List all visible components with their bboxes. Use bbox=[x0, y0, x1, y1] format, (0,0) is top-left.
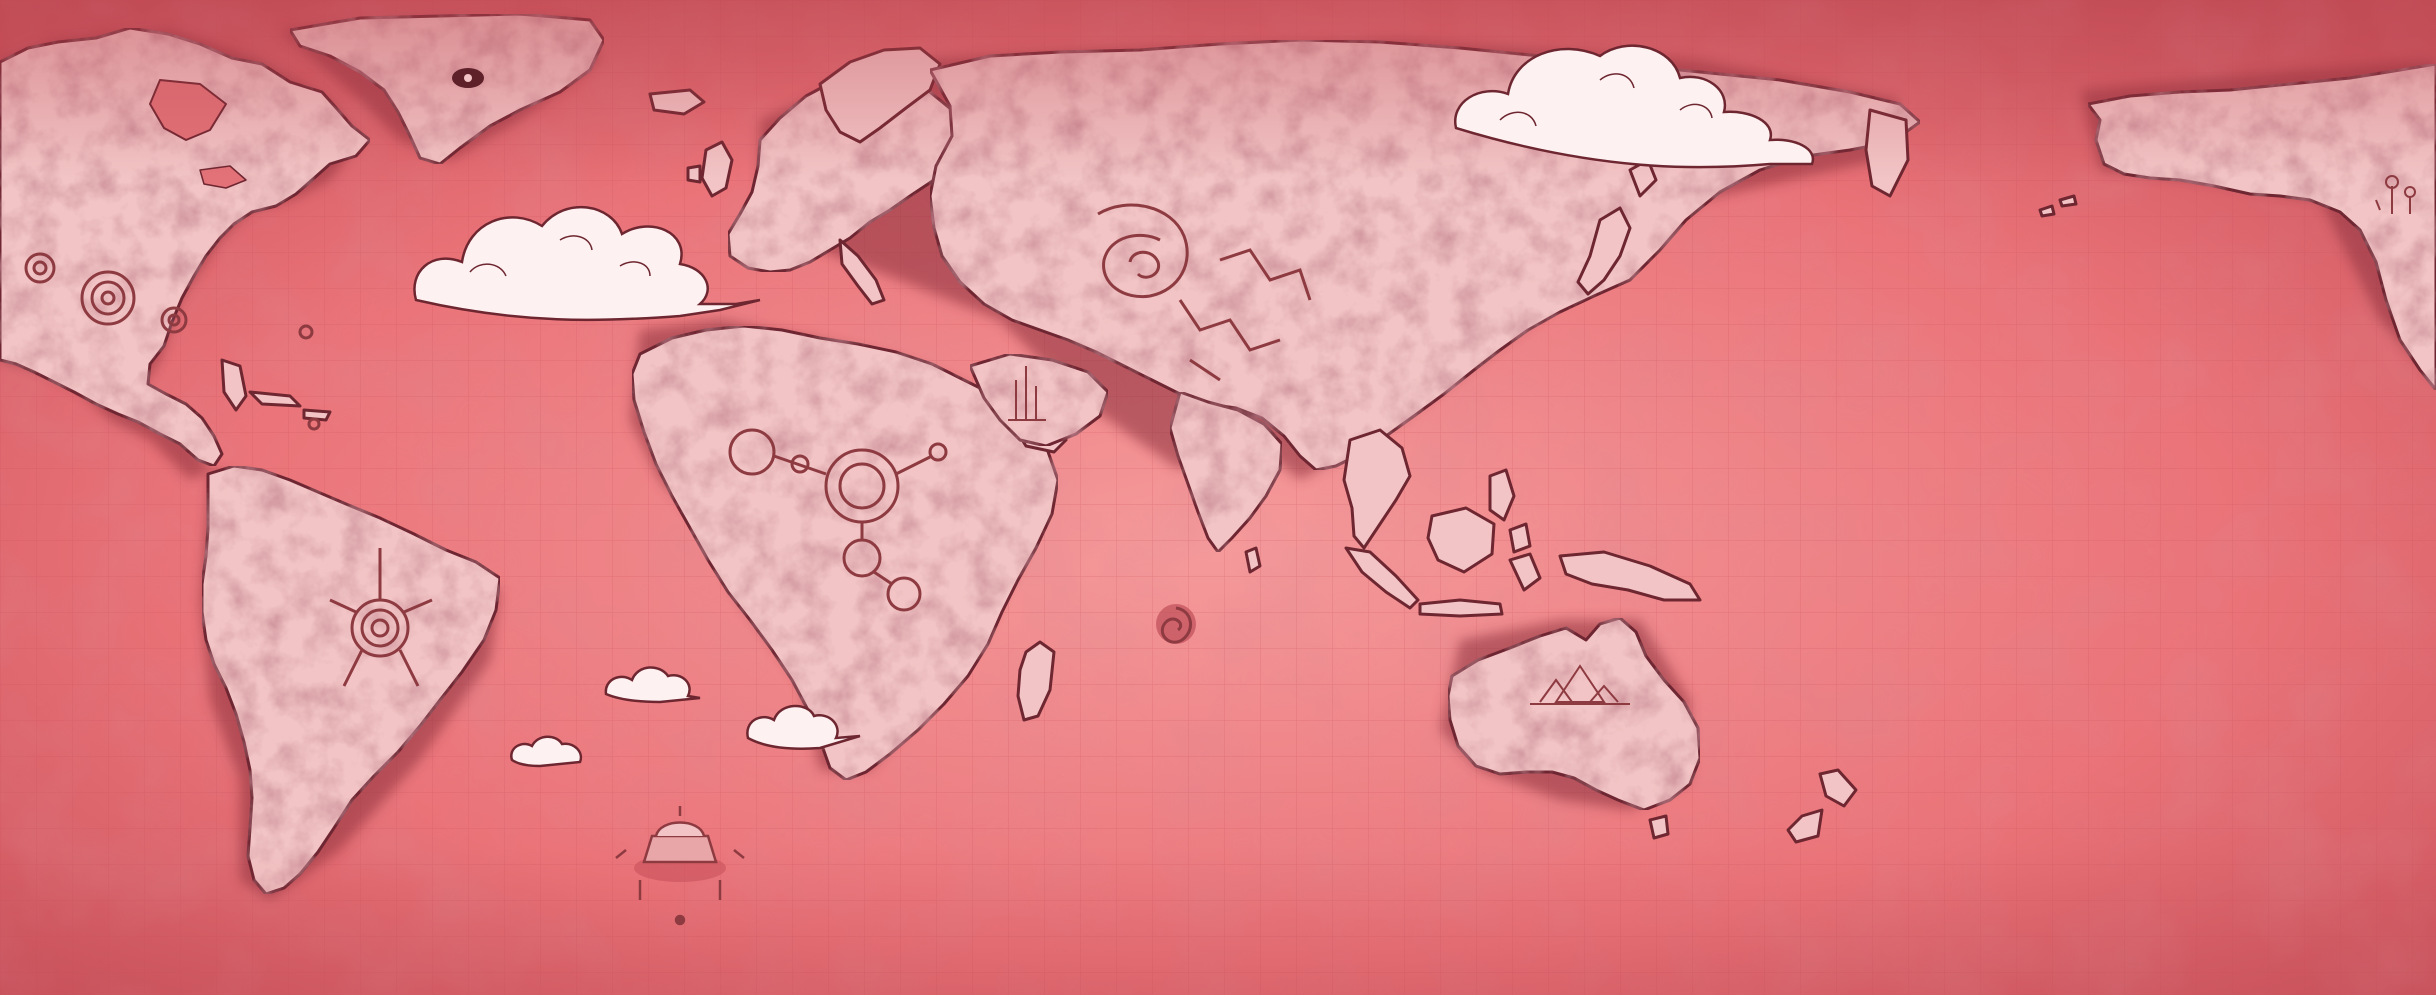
caribbean-marker[interactable] bbox=[307, 417, 321, 431]
indian-ocean-whirlpool[interactable] bbox=[1156, 604, 1196, 644]
cloud-south-atlantic-1 bbox=[604, 666, 701, 704]
greenland-eye[interactable] bbox=[452, 68, 484, 88]
alaska-antennas[interactable] bbox=[2375, 175, 2416, 214]
atlantic-fortress[interactable] bbox=[615, 806, 745, 926]
cloud-south-atlantic-2 bbox=[746, 704, 861, 750]
sa-sun-glyph[interactable] bbox=[329, 548, 433, 687]
arabia-spires[interactable] bbox=[1008, 366, 1046, 421]
australia-pyramid[interactable] bbox=[1530, 664, 1630, 705]
na-east-marker[interactable] bbox=[298, 324, 314, 340]
na-target-mid[interactable] bbox=[160, 306, 188, 334]
cloud-north-atlantic bbox=[413, 205, 761, 322]
asia-spiral[interactable] bbox=[1097, 203, 1312, 382]
africa-circuit[interactable] bbox=[728, 428, 948, 612]
na-target-small[interactable] bbox=[24, 252, 56, 284]
na-target-large[interactable] bbox=[80, 270, 136, 326]
cloud-siberia bbox=[1453, 44, 1815, 169]
cloud-south-atlantic-3 bbox=[510, 735, 583, 768]
